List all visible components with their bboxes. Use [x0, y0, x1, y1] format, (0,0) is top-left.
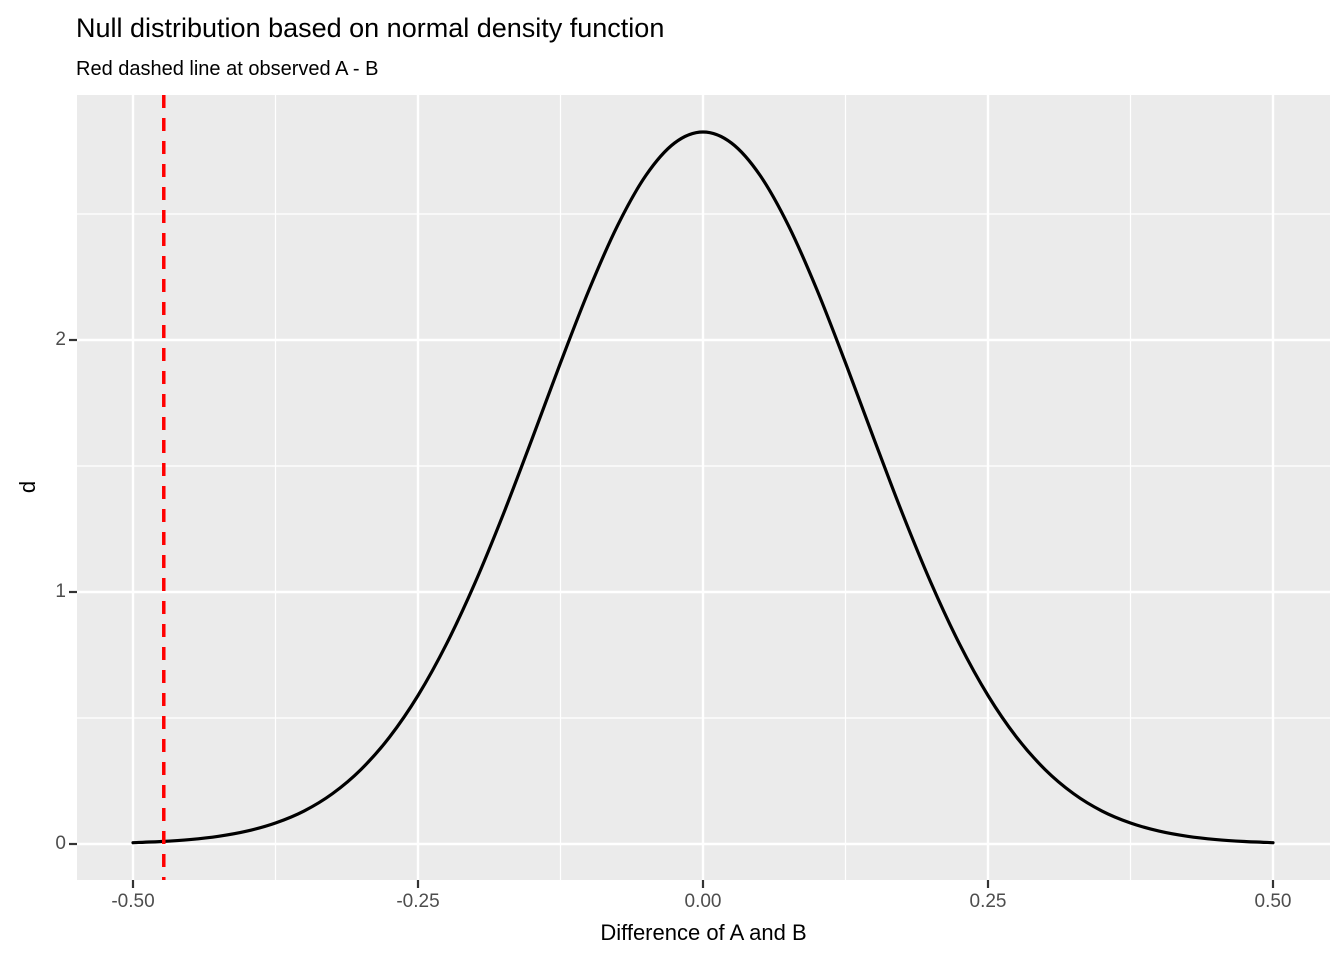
y-tick-label: 0: [55, 833, 66, 854]
x-tick-label: 0.00: [684, 891, 722, 912]
y-tick-label: 2: [55, 329, 66, 350]
density-curve: [131, 130, 1275, 845]
chart-subtitle: Red dashed line at observed A - B: [76, 58, 379, 80]
y-axis-title: d: [15, 480, 40, 494]
x-tick-label: 0.25: [969, 891, 1007, 912]
x-axis-title: Difference of A and B: [600, 920, 807, 945]
x-tick-label: -0.25: [396, 891, 440, 912]
x-tick-label: 0.50: [1254, 891, 1292, 912]
chart-title: Null distribution based on normal densit…: [76, 13, 665, 43]
x-tick-label: -0.50: [111, 891, 155, 912]
y-tick-label: 1: [55, 581, 66, 602]
